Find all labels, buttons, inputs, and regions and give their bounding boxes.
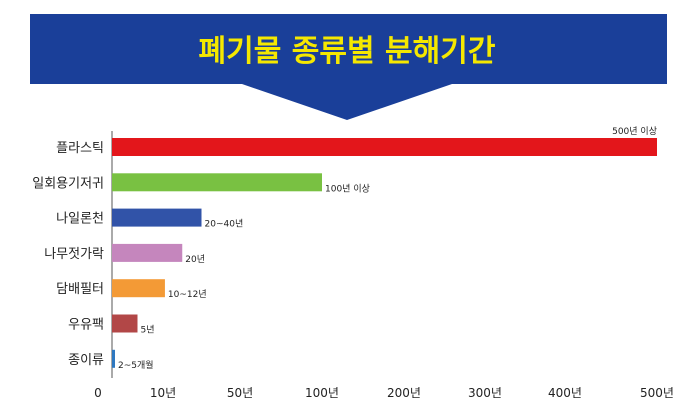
bar	[112, 173, 322, 192]
value-label: 100년 이상	[325, 183, 370, 194]
value-label: 2~5개월	[118, 359, 154, 371]
x-tick-label: 300년	[468, 386, 502, 400]
x-tick-label: 400년	[548, 386, 582, 400]
category-label: 나일론천	[56, 212, 104, 227]
bar	[112, 138, 657, 156]
category-label: 플라스틱	[56, 141, 104, 156]
bar	[112, 243, 183, 262]
category-label: 우유팩	[68, 318, 104, 333]
category-label: 일회용기저귀	[32, 176, 104, 191]
x-tick-label: 100년	[305, 386, 339, 400]
value-label: 10~12년	[168, 289, 207, 300]
value-label: 5년	[141, 325, 155, 336]
x-tick-label: 200년	[387, 386, 421, 400]
x-tick-labels: 0 10년 50년 100년 200년 300년 400년 500년	[94, 386, 674, 400]
x-tick-label: 500년	[640, 386, 674, 400]
bar	[112, 279, 165, 298]
category-label: 나무젓가락	[44, 247, 104, 262]
value-label: 20~40년	[205, 219, 244, 230]
value-labels: 500년 이상 100년 이상 20~40년 20년 10~12년 5년 2~5개월	[118, 126, 657, 371]
category-label: 담배필터	[56, 282, 104, 297]
value-label: 500년 이상	[612, 126, 657, 137]
chart-title: 폐기물 종류별 분해기간	[199, 34, 496, 69]
x-tick-label: 10년	[150, 386, 176, 400]
title-banner: 폐기물 종류별 분해기간	[30, 14, 667, 120]
bar	[112, 314, 138, 333]
value-label: 20년	[185, 254, 205, 265]
banner-background	[30, 14, 667, 120]
bar	[112, 349, 115, 368]
bar	[112, 208, 202, 227]
x-tick-label: 50년	[227, 386, 253, 400]
category-label: 종이류	[68, 353, 104, 368]
x-tick-label: 0	[94, 386, 102, 400]
bars-group	[112, 138, 657, 368]
